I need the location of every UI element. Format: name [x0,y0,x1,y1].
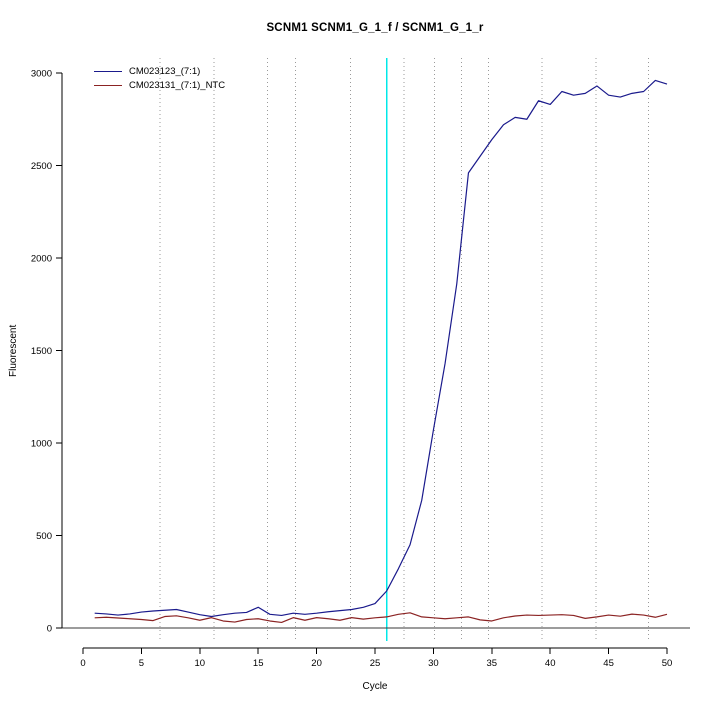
x-tick-label: 25 [370,658,381,669]
y-tick-label: 0 [47,624,52,635]
y-tick-label: 1000 [31,439,52,450]
x-tick-label: 20 [311,658,322,669]
sample-series-line-swatch [94,71,122,72]
x-tick-label: 10 [195,658,206,669]
y-tick-label: 2000 [31,254,52,265]
y-tick-label: 3000 [31,69,52,80]
legend-item-ntc: CM023131_(7:1)_NTC [94,80,225,91]
x-tick-label: 50 [662,658,673,669]
y-tick-label: 1500 [31,346,52,357]
x-tick-label: 15 [253,658,264,669]
x-tick-label: 5 [139,658,144,669]
y-tick-label: 500 [36,531,52,542]
ntc-series-line-swatch [94,85,122,86]
legend-item-sample: CM023123_(7:1) [94,66,225,77]
legend-label-sample: CM023123_(7:1) [129,66,201,77]
x-axis-label: Cycle [362,681,388,692]
x-tick-label: 40 [545,658,556,669]
x-tick-label: 45 [603,658,614,669]
x-tick-label: 30 [428,658,439,669]
legend-label-ntc: CM023131_(7:1)_NTC [129,80,226,91]
chart-title: SCNM1 SCNM1_G_1_f / SCNM1_G_1_r [266,22,484,34]
y-tick-label: 2500 [31,161,52,172]
x-tick-label: 35 [487,658,498,669]
series-line-0 [94,79,668,618]
series-line-1 [94,612,668,624]
x-tick-label: 0 [80,658,85,669]
legend: CM023123_(7:1) CM023131_(7:1)_NTC [94,66,225,91]
